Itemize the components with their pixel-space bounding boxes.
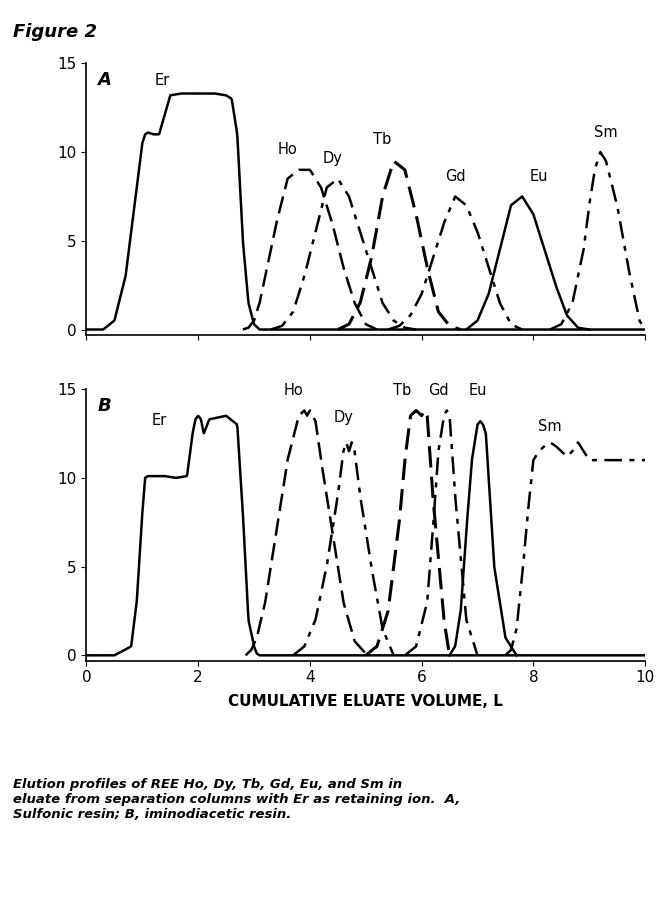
Text: B: B — [98, 397, 111, 415]
Text: Er: Er — [152, 414, 167, 428]
Text: Gd: Gd — [445, 169, 466, 184]
Text: Gd: Gd — [428, 383, 449, 398]
Text: Tb: Tb — [393, 383, 411, 398]
Text: Dy: Dy — [333, 410, 353, 424]
Text: Sm: Sm — [594, 125, 618, 139]
Text: Eu: Eu — [529, 169, 548, 184]
Text: Dy: Dy — [323, 151, 342, 167]
Text: Ho: Ho — [283, 383, 303, 398]
Text: Elution profiles of REE Ho, Dy, Tb, Gd, Eu, and Sm in
eluate from separation col: Elution profiles of REE Ho, Dy, Tb, Gd, … — [13, 778, 461, 822]
Text: A: A — [98, 71, 112, 90]
Text: Sm: Sm — [538, 418, 562, 433]
Text: Tb: Tb — [373, 132, 392, 147]
Text: Eu: Eu — [468, 383, 487, 398]
Text: Er: Er — [154, 73, 170, 88]
Text: Figure 2: Figure 2 — [13, 23, 97, 41]
X-axis label: CUMULATIVE ELUATE VOLUME, L: CUMULATIVE ELUATE VOLUME, L — [228, 694, 503, 709]
Text: Ho: Ho — [278, 142, 297, 157]
